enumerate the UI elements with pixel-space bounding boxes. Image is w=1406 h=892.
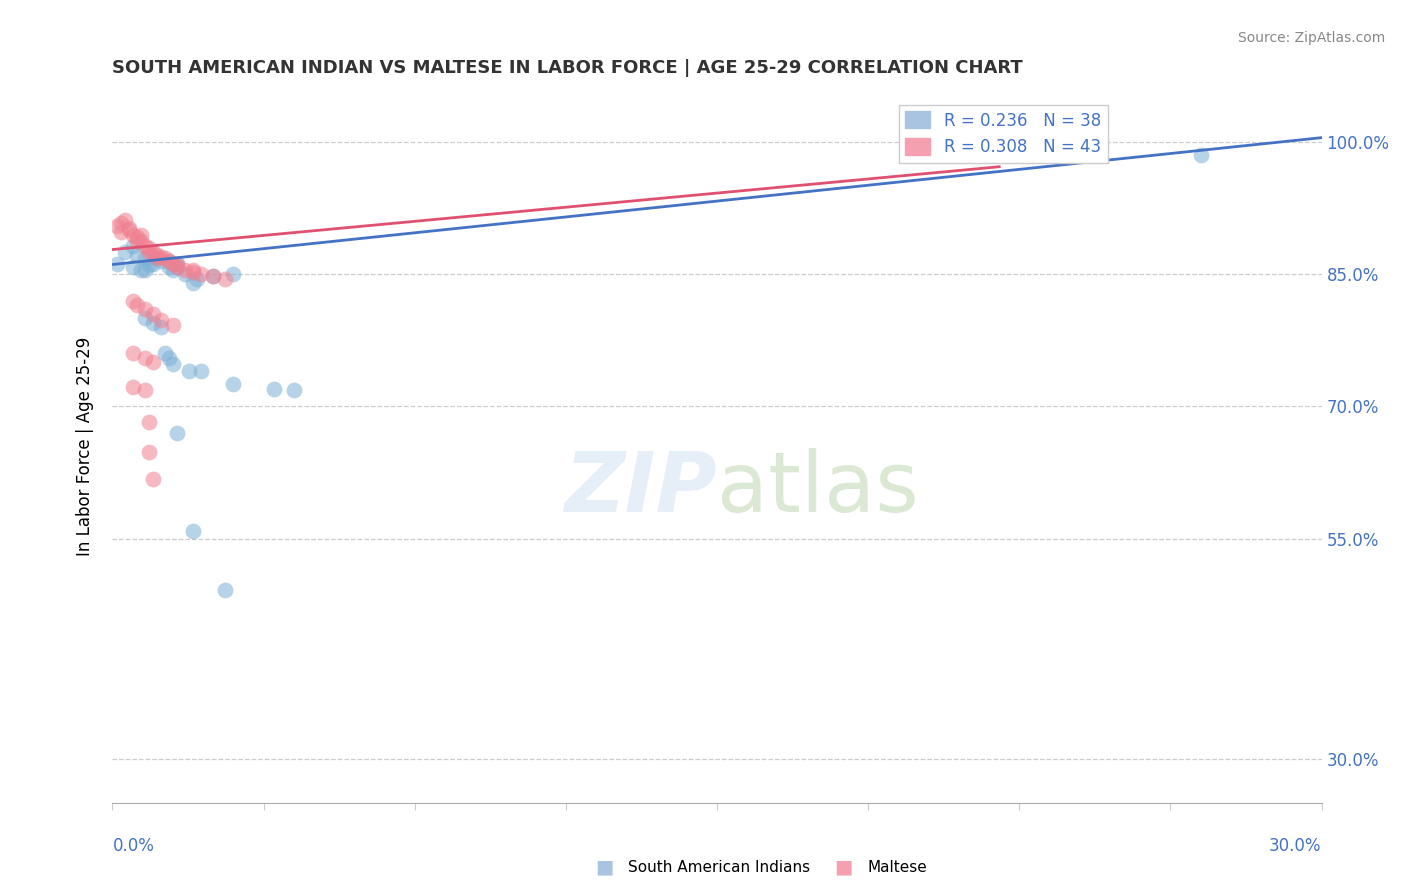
Point [181,524,204,539]
Point [166,260,188,275]
Point [134,262,156,277]
Point [142,355,165,369]
Point [121,239,143,253]
Text: SOUTH AMERICAN INDIAN VS MALTESE IN LABOR FORCE | AGE 25-29 CORRELATION CHART: SOUTH AMERICAN INDIAN VS MALTESE IN LABO… [112,59,1024,77]
Text: South American Indians: South American Indians [628,860,811,874]
Legend: R = 0.236   N = 38, R = 0.308   N = 43: R = 0.236 N = 38, R = 0.308 N = 43 [898,104,1108,162]
Text: ■: ■ [595,857,614,877]
Point [129,234,152,248]
Point [222,267,245,281]
Point [142,472,165,486]
Point [166,260,188,275]
Point [129,227,152,242]
Point [121,260,143,275]
Point [138,445,160,459]
Point [181,276,204,290]
Point [190,267,212,281]
Point [117,223,139,237]
Point [162,357,184,371]
Point [125,248,148,262]
Point [105,257,128,271]
Point [142,257,165,271]
Point [105,219,128,233]
Point [186,271,208,285]
Point [134,311,156,326]
Point [202,268,225,283]
Point [121,346,143,360]
Point [134,384,156,398]
Point [142,316,165,330]
Point [263,382,285,396]
Point [121,293,143,308]
Point [121,380,143,394]
Point [157,254,180,268]
Point [138,241,160,255]
Text: Source: ZipAtlas.com: Source: ZipAtlas.com [1237,31,1385,45]
Point [134,252,156,266]
Point [157,260,180,275]
Point [121,227,143,242]
Point [283,384,305,398]
Point [181,262,204,277]
Point [222,377,245,392]
Point [146,248,169,262]
Point [162,318,184,333]
Point [166,257,188,271]
Point [138,415,160,429]
Text: 0.0%: 0.0% [112,837,155,855]
Point [110,225,132,239]
Point [125,298,148,312]
Point [142,307,165,321]
Point [149,320,172,334]
Point [149,313,172,327]
Point [149,254,172,268]
Point [214,271,236,285]
Point [114,245,136,260]
Point [166,257,188,271]
Point [134,239,156,253]
Point [162,257,184,271]
Point [202,268,225,283]
Text: 30.0%: 30.0% [1270,837,1322,855]
Text: ■: ■ [834,857,853,877]
Point [1069,136,1091,151]
Point [157,351,180,365]
Text: Maltese: Maltese [868,860,927,874]
Point [190,364,212,378]
Point [214,582,236,597]
Point [174,267,197,281]
Point [114,212,136,227]
Point [117,221,139,235]
Point [153,252,176,266]
Point [174,262,197,277]
Point [142,250,165,264]
Point [138,259,160,273]
Point [162,262,184,277]
Point [149,250,172,264]
Point [177,364,200,378]
Text: atlas: atlas [717,449,918,529]
Point [146,252,169,266]
Point [125,230,148,244]
Point [138,245,160,260]
Point [134,351,156,365]
Point [153,346,176,360]
Point [129,262,152,277]
Point [166,425,188,440]
Point [125,234,148,248]
Text: ZIP: ZIP [564,449,717,529]
Point [181,265,204,279]
Point [134,302,156,317]
Point [110,216,132,230]
Point [142,245,165,260]
Point [1189,148,1212,162]
Y-axis label: In Labor Force | Age 25-29: In Labor Force | Age 25-29 [76,336,94,556]
Point [157,254,180,268]
